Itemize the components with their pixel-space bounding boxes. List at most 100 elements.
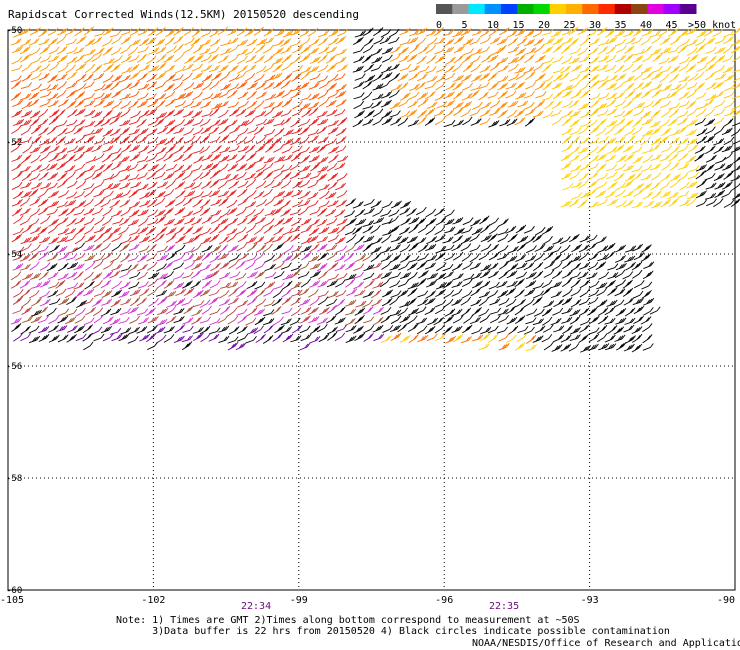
wind-barb xyxy=(263,299,275,307)
wind-barb xyxy=(353,55,365,63)
wind-barb xyxy=(622,63,634,73)
wind-barb xyxy=(362,252,373,262)
wind-barb xyxy=(173,307,185,315)
wind-barb xyxy=(83,81,95,89)
wind-barb xyxy=(47,37,59,47)
wind-barb xyxy=(678,75,690,83)
wind-barb xyxy=(66,71,78,81)
wind-barb xyxy=(85,156,97,164)
wind-barb xyxy=(442,263,454,272)
wind-barb xyxy=(614,288,626,297)
wind-barb xyxy=(487,262,499,271)
wind-barb xyxy=(92,280,103,289)
wind-barb xyxy=(416,261,427,270)
wind-barb xyxy=(463,314,474,324)
wind-barb xyxy=(426,75,438,83)
wind-barb xyxy=(514,54,526,63)
wind-barb xyxy=(353,263,365,272)
wind-barb xyxy=(327,331,338,341)
wind-barb xyxy=(281,98,293,108)
wind-barb xyxy=(147,316,159,324)
wind-barb xyxy=(488,281,500,290)
wind-barb xyxy=(731,165,740,173)
wind-barb xyxy=(255,118,267,127)
wind-barb xyxy=(199,299,211,308)
wind-barb xyxy=(283,244,294,254)
wind-barb xyxy=(415,217,427,226)
wind-barb xyxy=(146,342,158,351)
wind-barb xyxy=(190,244,202,253)
wind-barb xyxy=(587,343,599,351)
wind-barb xyxy=(397,117,409,127)
legend-label: 25 xyxy=(564,20,576,31)
wind-barb xyxy=(526,308,538,316)
wind-barb xyxy=(47,253,59,262)
wind-barb xyxy=(146,81,158,91)
wind-barb xyxy=(714,163,726,171)
wind-barb xyxy=(433,27,444,37)
wind-barb xyxy=(469,262,481,270)
wind-barb xyxy=(462,62,474,73)
wind-barb xyxy=(632,63,643,73)
wind-barb xyxy=(614,136,626,144)
wind-barb xyxy=(164,36,175,46)
wind-barb xyxy=(192,326,204,334)
wind-barb xyxy=(362,80,373,90)
wind-barb xyxy=(183,226,194,236)
wind-barb xyxy=(282,30,294,38)
wind-barb xyxy=(607,287,618,296)
wind-barb xyxy=(452,63,463,73)
wind-barb xyxy=(163,326,175,334)
wind-barb xyxy=(453,35,465,45)
wind-barb xyxy=(289,161,301,171)
wind-barb xyxy=(263,118,275,126)
wind-barb xyxy=(190,269,202,279)
wind-barb xyxy=(138,64,150,72)
wind-barb xyxy=(75,308,86,317)
wind-barb xyxy=(182,325,194,333)
wind-barb xyxy=(182,72,193,82)
wind-barb xyxy=(56,89,67,99)
wind-barb xyxy=(355,254,367,262)
wind-barb xyxy=(480,224,491,234)
wind-barb xyxy=(48,334,60,343)
wind-barb xyxy=(11,199,23,207)
wind-barb xyxy=(578,55,590,63)
wind-barb xyxy=(625,335,636,344)
wind-barb xyxy=(632,333,643,343)
wind-barb xyxy=(317,236,329,244)
wind-barb xyxy=(93,314,104,324)
wind-barb xyxy=(678,91,690,101)
wind-barb xyxy=(164,136,176,146)
wind-barb xyxy=(94,198,105,207)
wind-barb xyxy=(74,252,86,261)
wind-barb xyxy=(596,118,608,127)
wind-barb xyxy=(732,77,740,83)
wind-barb xyxy=(119,182,131,190)
wind-barb xyxy=(280,262,292,270)
wind-barb xyxy=(64,27,76,36)
wind-barb xyxy=(236,171,247,181)
wind-barb xyxy=(622,119,634,128)
wind-barb xyxy=(175,288,187,296)
wind-barb xyxy=(120,100,132,110)
wind-barb xyxy=(300,45,311,54)
wind-barb xyxy=(373,27,384,37)
wind-barb xyxy=(461,92,473,101)
wind-barb xyxy=(570,127,582,135)
wind-barb xyxy=(380,314,392,324)
wind-barb xyxy=(543,245,555,253)
wind-barb xyxy=(65,154,76,164)
wind-barb xyxy=(254,281,266,290)
wind-barb xyxy=(76,35,87,45)
wind-barb xyxy=(84,63,96,74)
wind-barb xyxy=(92,307,104,317)
wind-barb xyxy=(650,137,662,146)
wind-barb xyxy=(29,146,41,154)
wind-barb xyxy=(525,47,537,55)
lon-label: -90 xyxy=(717,595,735,606)
wind-barb xyxy=(102,270,114,280)
wind-barb xyxy=(200,170,211,180)
wind-barb xyxy=(75,63,87,71)
wind-barb xyxy=(184,217,196,225)
